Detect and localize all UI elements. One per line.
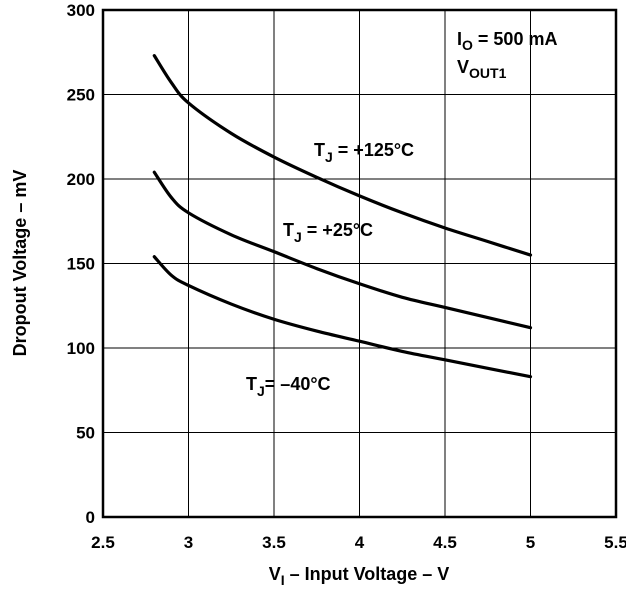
- y-tick-label: 200: [67, 170, 95, 189]
- condition-output: VOUT1: [457, 57, 507, 81]
- series-label-125c: TJ = +125°C: [314, 140, 414, 165]
- axis-ticks: 2.5 3 3.5 4 4.5 5 5.5 0 50 100 150 200 250 300: [67, 1, 626, 552]
- y-tick-label: 250: [67, 86, 95, 105]
- x-tick-label: 5: [526, 533, 535, 552]
- x-tick-label: 3.5: [262, 533, 286, 552]
- series-line-2: [152, 255, 533, 379]
- condition-current: IO = 500 mA: [457, 29, 557, 53]
- x-tick-label: 3: [184, 533, 193, 552]
- y-axis-label: Dropout Voltage – mV: [10, 170, 30, 357]
- annotations: IO = 500 mA VOUT1 TJ = +125°C TJ = +25°C…: [246, 29, 557, 399]
- x-axis-label: VI – Input Voltage – V: [269, 564, 450, 588]
- x-tick-label: 5.5: [604, 533, 626, 552]
- grid: [103, 10, 616, 517]
- series-label-25c: TJ = +25°C: [283, 220, 373, 245]
- y-tick-label: 100: [67, 339, 95, 358]
- series-curves: [152, 54, 533, 379]
- series-line-1: [152, 170, 533, 330]
- y-tick-label: 300: [67, 1, 95, 20]
- series-label-minus40c: TJ= –40°C: [246, 374, 331, 399]
- series-line-0: [152, 54, 533, 257]
- x-tick-label: 2.5: [91, 533, 115, 552]
- x-tick-label: 4.5: [433, 533, 457, 552]
- plot-frame: [101, 8, 618, 519]
- y-tick-label: 0: [86, 508, 95, 527]
- y-tick-label: 150: [67, 255, 95, 274]
- y-tick-label: 50: [76, 424, 95, 443]
- x-tick-label: 4: [355, 533, 365, 552]
